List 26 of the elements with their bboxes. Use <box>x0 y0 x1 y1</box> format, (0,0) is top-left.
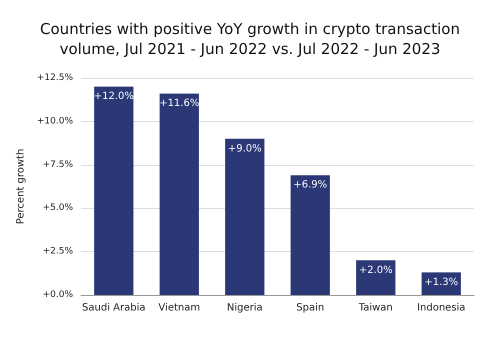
data-label: +1.3% <box>424 276 458 288</box>
bar <box>356 260 396 295</box>
data-label: +11.6% <box>159 98 200 110</box>
y-tick-label: +12.5% <box>36 73 74 83</box>
y-tick-label: +2.5% <box>42 246 74 257</box>
bar <box>290 175 330 295</box>
data-label: +6.9% <box>293 180 328 191</box>
y-tick-label: +0.0% <box>42 290 74 300</box>
x-tick-label: Saudi Arabia <box>82 302 146 314</box>
y-tick-label: +7.5% <box>42 160 74 170</box>
data-label: +2.0% <box>358 264 393 276</box>
x-tick-label: Vietnam <box>158 302 200 314</box>
y-tick-label: +5.0% <box>42 203 74 214</box>
bar <box>422 272 461 295</box>
bar <box>94 86 134 295</box>
y-axis-title: Percent growth <box>16 148 26 224</box>
x-tick-label: Taiwan <box>358 302 393 314</box>
data-label: +9.0% <box>228 143 262 154</box>
data-label: +12.0% <box>94 91 134 102</box>
y-tick-label: +10.0% <box>36 116 74 126</box>
x-tick-label: Spain <box>296 302 324 314</box>
x-tick-label: Indonesia <box>417 302 466 314</box>
x-tick-label: Nigeria <box>226 302 263 314</box>
bar <box>160 94 199 295</box>
bar <box>225 138 264 295</box>
chart-title: Countries with positive YoY growth in crypto transaction volume, Jul 2021 - Jun 2022 vs. Jul 2022 - Jun 2023 <box>40 20 460 58</box>
